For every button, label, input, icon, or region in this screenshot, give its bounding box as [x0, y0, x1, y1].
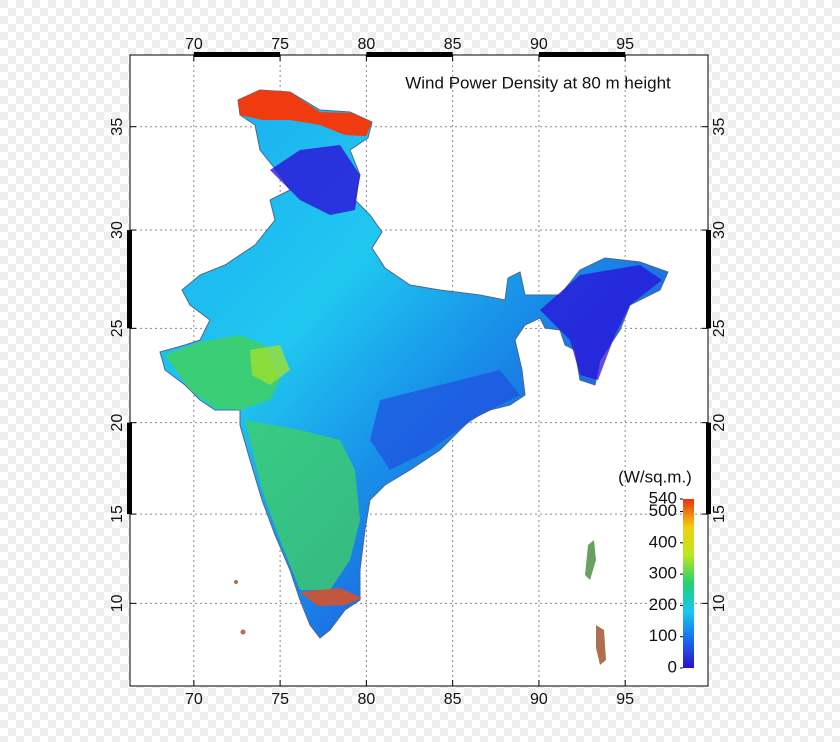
x-tick-label: 80	[357, 36, 375, 53]
y-tick-label: 30	[711, 221, 728, 239]
x-tick-label: 85	[444, 691, 462, 708]
frame-bar	[127, 422, 132, 515]
y-tick-label: 35	[109, 118, 126, 136]
colorbar-tick-label: 500	[649, 501, 677, 520]
y-tick-label: 35	[711, 118, 728, 136]
x-tick-label: 95	[616, 691, 634, 708]
colorbar-tick-label: 540	[649, 488, 677, 507]
y-tick-label: 25	[711, 319, 728, 337]
x-tick-label: 90	[530, 691, 548, 708]
x-tick-label: 70	[185, 36, 203, 53]
islands	[234, 540, 606, 665]
y-tick-label: 10	[711, 594, 728, 612]
colorbar-tick-label: 200	[649, 595, 677, 614]
y-tick-label: 10	[109, 594, 126, 612]
frame-bar	[127, 230, 132, 329]
colorbar-tick-label: 0	[668, 657, 677, 676]
colorbar-tick-label: 300	[649, 564, 677, 583]
x-tick-label: 90	[530, 36, 548, 53]
x-tick-label: 95	[616, 36, 634, 53]
india-map	[159, 89, 669, 639]
colorbar-label: (W/sq.m.)	[618, 467, 692, 486]
y-tick-label: 25	[109, 319, 126, 337]
y-tick-label: 20	[109, 414, 126, 432]
y-tick-label: 15	[711, 505, 728, 523]
y-tick-label: 30	[109, 221, 126, 239]
frame-bar	[366, 52, 453, 57]
x-tick-label: 85	[444, 36, 462, 53]
frame-bar	[538, 52, 626, 57]
x-tick-label: 80	[357, 691, 375, 708]
frame-bar	[706, 230, 711, 329]
x-tick-label: 75	[271, 36, 289, 53]
frame-bar	[193, 52, 281, 57]
colorbar	[683, 499, 694, 668]
colorbar-tick-label: 400	[649, 532, 677, 551]
y-tick-label: 15	[109, 505, 126, 523]
y-tick-label: 20	[711, 414, 728, 432]
colorbar-tick-label: 100	[649, 626, 677, 645]
frame-bar	[706, 422, 711, 515]
x-tick-label: 75	[271, 691, 289, 708]
map-title: Wind Power Density at 80 m height	[405, 73, 671, 92]
x-tick-label: 70	[185, 691, 203, 708]
